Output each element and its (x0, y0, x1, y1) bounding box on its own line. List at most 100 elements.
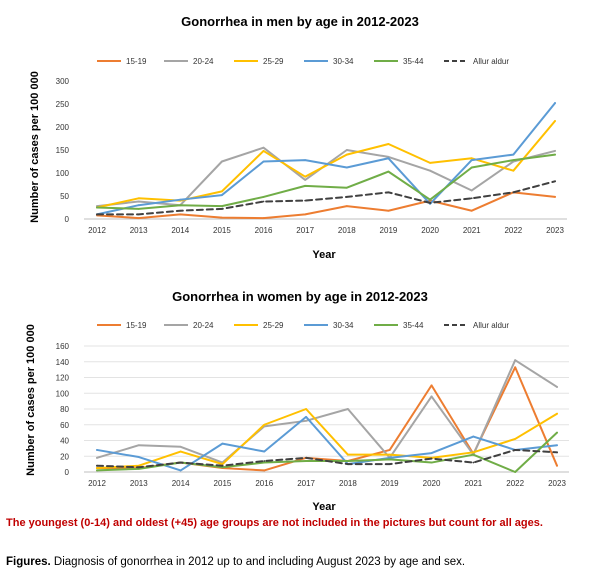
data-point (431, 396, 433, 398)
chart-men-legend: 15-19 20-24 25-29 30-34 35-44 Allur aldur (97, 57, 509, 66)
data-point (263, 217, 265, 219)
data-point (388, 143, 390, 145)
y-tick-label: 50 (60, 192, 69, 201)
data-point (471, 167, 473, 169)
data-point (180, 462, 182, 464)
data-point (346, 167, 348, 169)
data-point (263, 147, 265, 149)
data-point (221, 191, 223, 193)
series-line (97, 103, 555, 214)
footnote: The youngest (0-14) and oldest (+45) age… (6, 517, 596, 529)
x-tick-label: 2015 (213, 226, 231, 235)
chart-women-legend: 15-19 20-24 25-29 30-34 35-44 Allur aldur (97, 321, 509, 330)
data-point (305, 416, 307, 418)
data-point (388, 191, 390, 193)
data-point (347, 463, 349, 465)
data-point (263, 424, 265, 426)
data-point (347, 454, 349, 456)
data-point (96, 470, 98, 472)
x-tick-label: 2013 (130, 226, 148, 235)
data-point (96, 457, 98, 459)
x-tick-label: 2016 (255, 226, 273, 235)
data-point (512, 191, 514, 193)
data-point (179, 199, 181, 201)
legend-label: 35-44 (403, 57, 424, 66)
x-tick-label: 2023 (546, 226, 564, 235)
data-point (429, 199, 431, 201)
data-point (304, 179, 306, 181)
data-point (514, 449, 516, 451)
data-point (96, 207, 98, 209)
data-point (179, 214, 181, 216)
data-point (346, 149, 348, 151)
x-tick-label: 2018 (338, 226, 356, 235)
chart-men-title: Gonorrhea in men by age in 2012-2023 (181, 14, 419, 29)
series-line (97, 148, 555, 206)
data-point (388, 210, 390, 212)
data-point (471, 159, 473, 161)
y-tick-label: 100 (56, 389, 70, 398)
data-point (263, 462, 265, 464)
data-point (389, 454, 391, 456)
data-point (304, 200, 306, 202)
data-point (389, 459, 391, 461)
data-point (221, 205, 223, 207)
legend-label: 30-34 (333, 321, 354, 330)
data-point (554, 196, 556, 198)
x-tick-label: 2017 (297, 479, 315, 488)
x-tick-label: 2017 (296, 226, 314, 235)
data-point (431, 452, 433, 454)
data-point (431, 384, 433, 386)
data-point (96, 449, 98, 451)
caption-text: Diagnosis of gonorrhea in 2012 up to and… (51, 556, 465, 568)
chart-men-y-axis-label: Number of cases per 100 000 (29, 71, 41, 223)
data-point (304, 176, 306, 178)
data-point (347, 460, 349, 462)
data-point (431, 462, 433, 464)
series-line (97, 367, 557, 470)
data-point (138, 204, 140, 206)
data-point (221, 161, 223, 163)
chart-women: Gonorrhea in women by age in 2012-2023 1… (25, 289, 569, 513)
data-point (471, 190, 473, 192)
legend-label: 25-29 (263, 57, 284, 66)
x-tick-label: 2022 (504, 226, 522, 235)
data-point (512, 154, 514, 156)
legend-label: 25-29 (263, 321, 284, 330)
y-tick-label: 100 (56, 169, 70, 178)
chart-men-x-ticks: 2012 2013 2014 2015 2016 2017 2018 2019 2020 2021… (88, 226, 564, 235)
data-point (304, 185, 306, 187)
y-tick-label: 140 (56, 358, 70, 367)
data-point (346, 154, 348, 156)
x-tick-label: 2020 (423, 479, 441, 488)
y-tick-label: 60 (60, 421, 69, 430)
data-point (263, 150, 265, 152)
data-point (554, 180, 556, 182)
legend-label: 15-19 (126, 321, 147, 330)
x-tick-label: 2014 (172, 479, 190, 488)
data-point (514, 471, 516, 473)
data-point (429, 202, 431, 204)
data-point (471, 210, 473, 212)
data-point (554, 102, 556, 104)
data-point (388, 157, 390, 159)
data-point (389, 449, 391, 451)
legend-label: 30-34 (333, 57, 354, 66)
data-point (222, 465, 224, 467)
y-tick-label: 150 (56, 146, 70, 155)
data-point (554, 154, 556, 156)
data-point (138, 214, 140, 216)
data-point (138, 444, 140, 446)
legend-label: 20-24 (193, 321, 214, 330)
x-tick-label: 2013 (130, 479, 148, 488)
y-tick-label: 20 (60, 452, 69, 461)
data-point (263, 451, 265, 453)
data-point (180, 470, 182, 472)
x-tick-label: 2023 (548, 479, 566, 488)
data-point (471, 157, 473, 159)
data-point (179, 204, 181, 206)
chart-men: Gonorrhea in men by age in 2012-2023 15-… (29, 14, 567, 261)
x-tick-label: 2021 (463, 226, 481, 235)
x-tick-label: 2014 (171, 226, 189, 235)
data-point (556, 413, 558, 415)
